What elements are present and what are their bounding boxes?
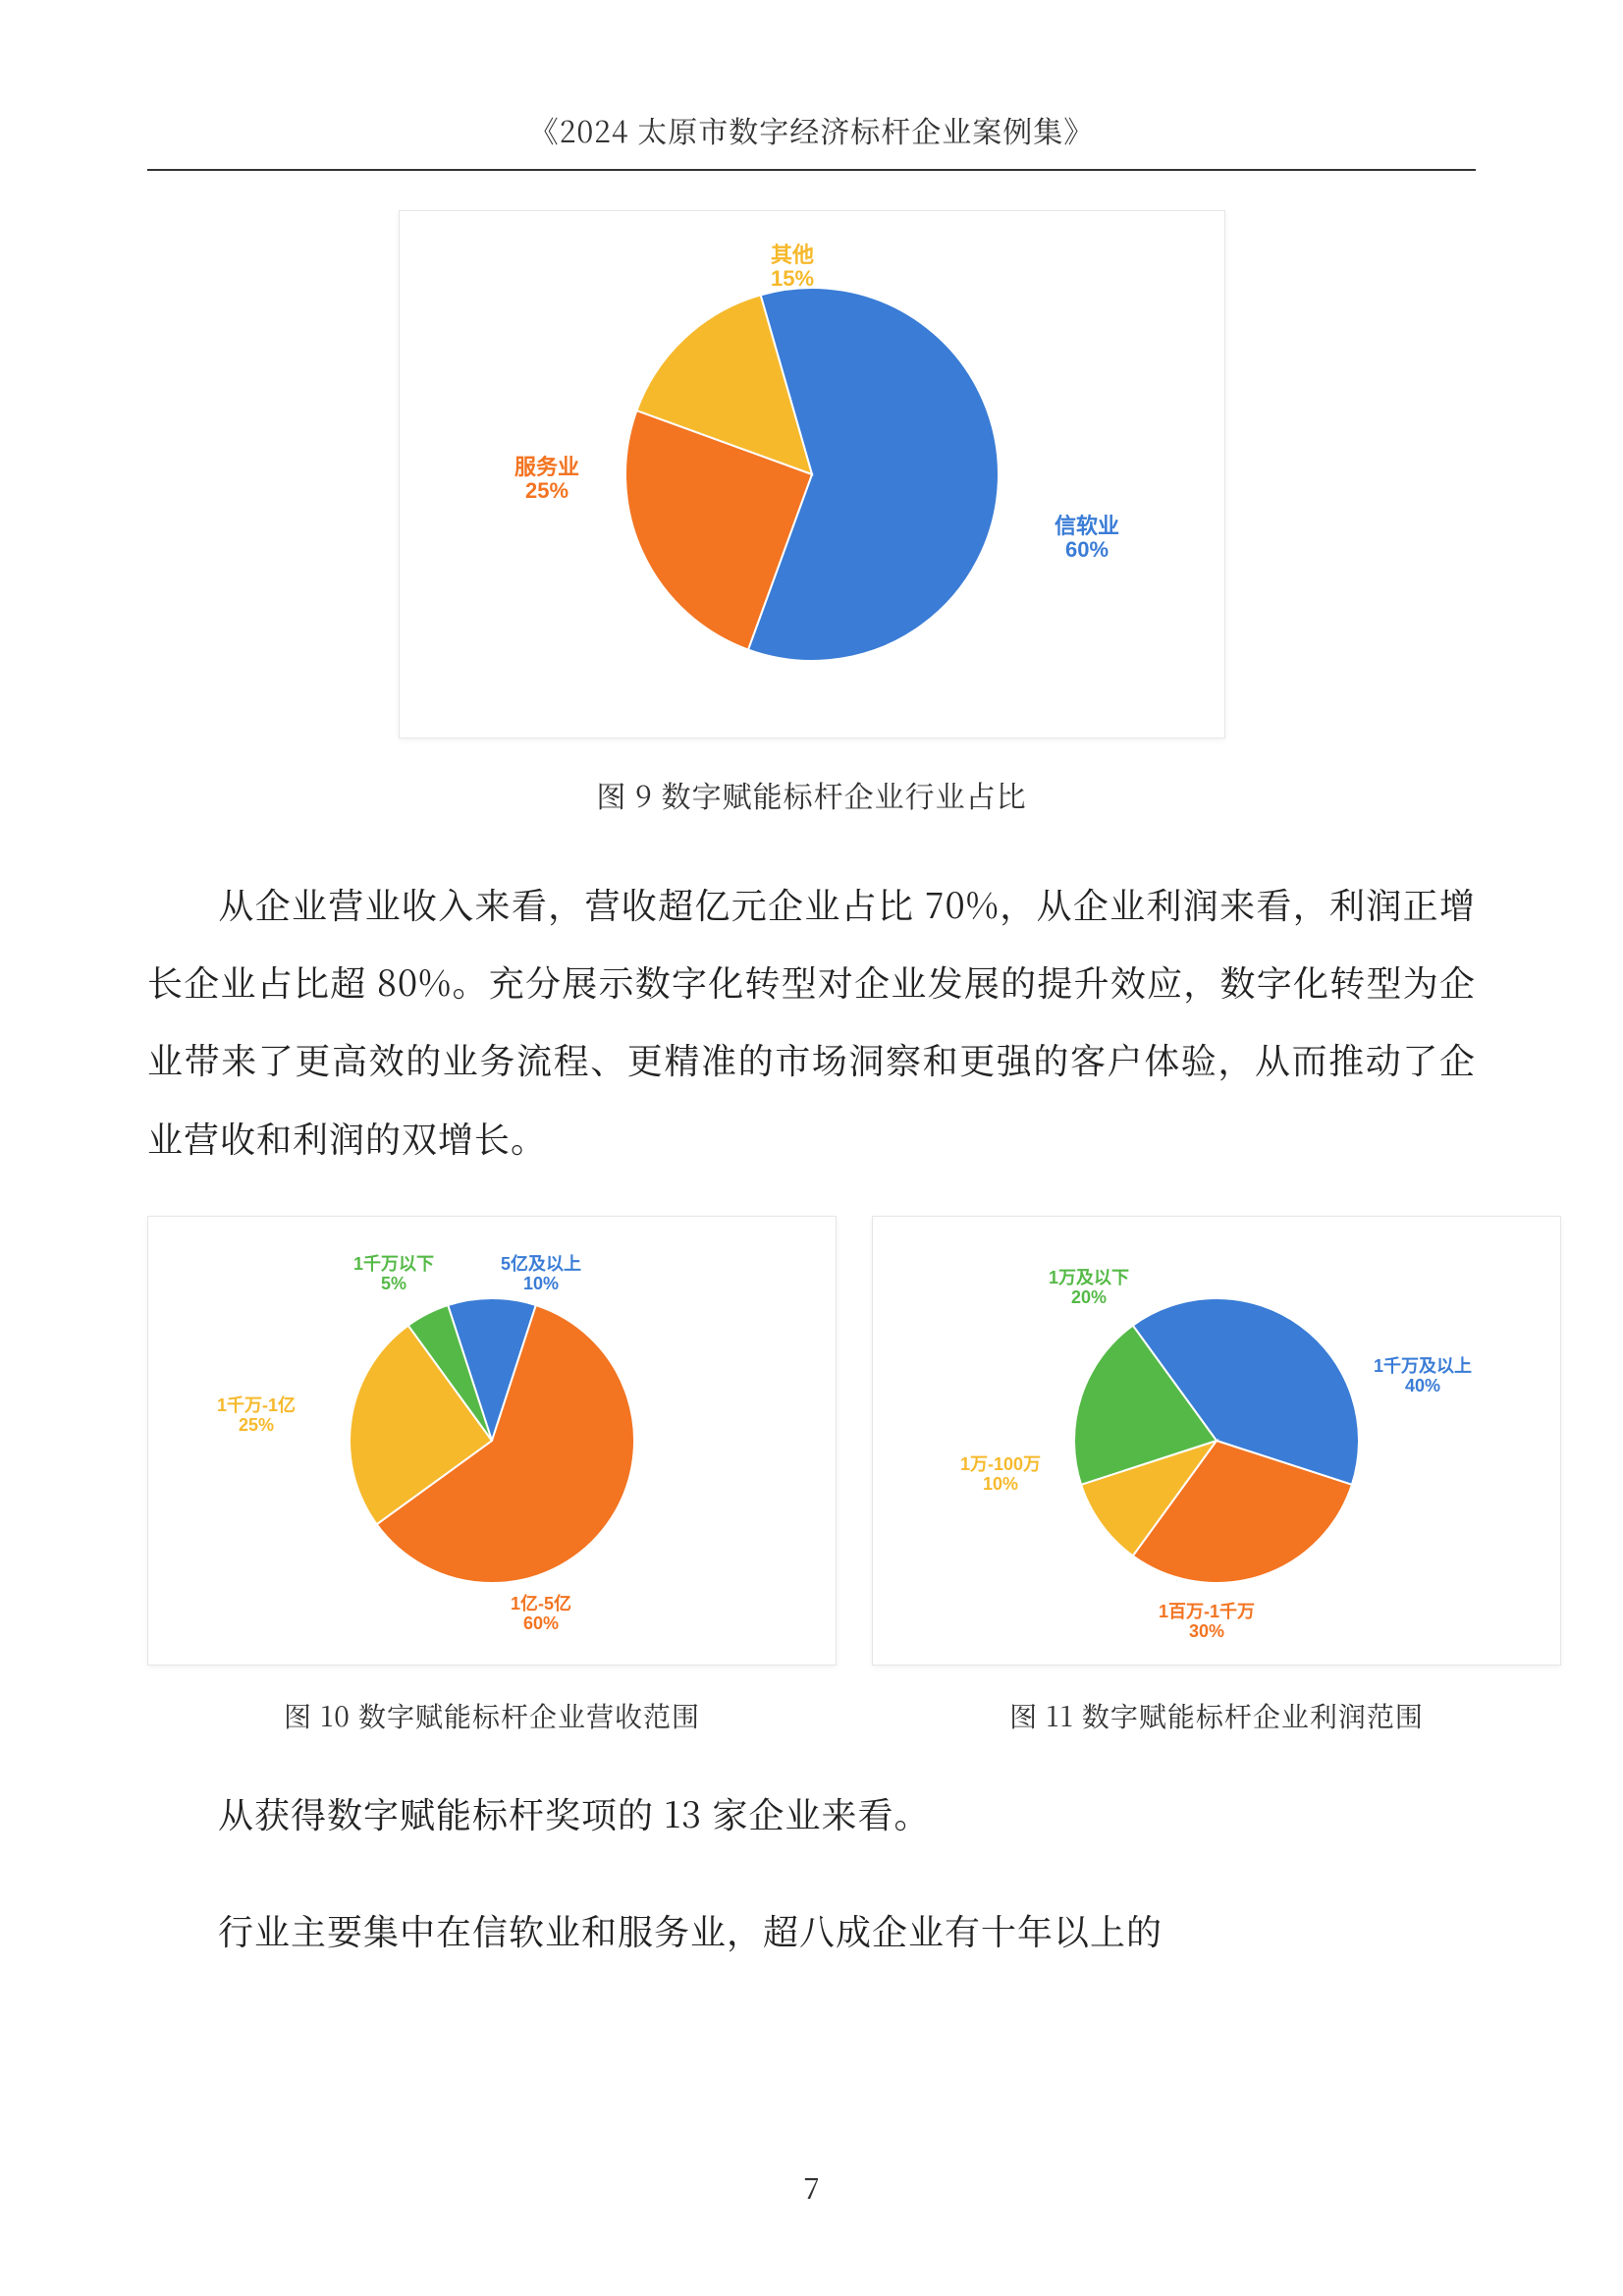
page-header-title: 《2024 太原市数字经济标杆企业案例集》 — [147, 108, 1476, 171]
figure-row: 5亿及以上10% 1亿-5亿60% 1千万-1亿25% 1千万以下5% 图 10 数字… — [147, 1216, 1476, 1775]
pie-chart-10: 5亿及以上10% 1亿-5亿60% 1千万-1亿25% 1千万以下5% — [188, 1244, 796, 1637]
paragraph-1: 从企业营业收入来看，营收超亿元企业占比 70%，从企业利润来看，利润正增长企业占… — [147, 865, 1476, 1176]
pie-label: 其他15% — [770, 243, 813, 291]
paragraph-3-text: 行业主要集中在信软业和服务业，超八成企业有十年以上的 — [218, 1905, 1163, 1955]
page-number: 7 — [0, 2164, 1623, 2208]
pie-chart-9: 信软业60% 服务业25% 其他15% — [439, 239, 1185, 710]
pie-label: 1亿-5亿60% — [511, 1593, 571, 1633]
figure-11-caption: 图 11 数字赋能标杆企业利润范围 — [872, 1696, 1561, 1735]
paragraph-3: 行业主要集中在信软业和服务业，超八成企业有十年以上的 — [147, 1891, 1476, 1969]
figure-9-caption: 图 9 数字赋能标杆企业行业占比 — [147, 773, 1476, 816]
figure-9-chart: 信软业60% 服务业25% 其他15% — [399, 210, 1225, 738]
pie-label: 1千万及以上40% — [1374, 1356, 1472, 1395]
figure-11-chart: 1千万及以上40% 1百万-1千万30% 1万-100万10% 1万及以下20% — [872, 1216, 1561, 1666]
pie-label: 1万-100万10% — [960, 1454, 1041, 1494]
document-page: 《2024 太原市数字经济标杆企业案例集》 信软业60% 服务业25% 其他15% … — [0, 0, 1623, 2296]
figure-11: 1千万及以上40% 1百万-1千万30% 1万-100万10% 1万及以下20% 图 … — [872, 1216, 1561, 1775]
paragraph-2: 从获得数字赋能标杆奖项的 13 家企业来看。 — [147, 1775, 1476, 1852]
figure-10: 5亿及以上10% 1亿-5亿60% 1千万-1亿25% 1千万以下5% 图 10 数字… — [147, 1216, 837, 1775]
pie-label: 5亿及以上10% — [501, 1253, 581, 1293]
pie-label: 1万及以下20% — [1049, 1268, 1129, 1307]
figure-10-chart: 5亿及以上10% 1亿-5亿60% 1千万-1亿25% 1千万以下5% — [147, 1216, 837, 1666]
pie-label: 1千万-1亿25% — [217, 1394, 296, 1435]
pie-label: 1千万以下5% — [353, 1254, 434, 1293]
figure-10-caption: 图 10 数字赋能标杆企业营收范围 — [147, 1696, 837, 1735]
figure-9: 信软业60% 服务业25% 其他15% 图 9 数字赋能标杆企业行业占比 — [147, 210, 1476, 816]
pie-chart-11: 1千万及以上40% 1百万-1千万30% 1万-100万10% 1万及以下20% — [912, 1244, 1521, 1637]
paragraph-1-text: 从企业营业收入来看，营收超亿元企业占比 70%，从企业利润来看，利润正增长企业占… — [147, 879, 1476, 1163]
pie-label: 服务业25% — [514, 455, 578, 503]
paragraph-2-text: 从获得数字赋能标杆奖项的 13 家企业来看。 — [218, 1788, 930, 1838]
pie-label: 1百万-1千万30% — [1159, 1602, 1255, 1637]
pie-label: 信软业60% — [1054, 514, 1118, 562]
